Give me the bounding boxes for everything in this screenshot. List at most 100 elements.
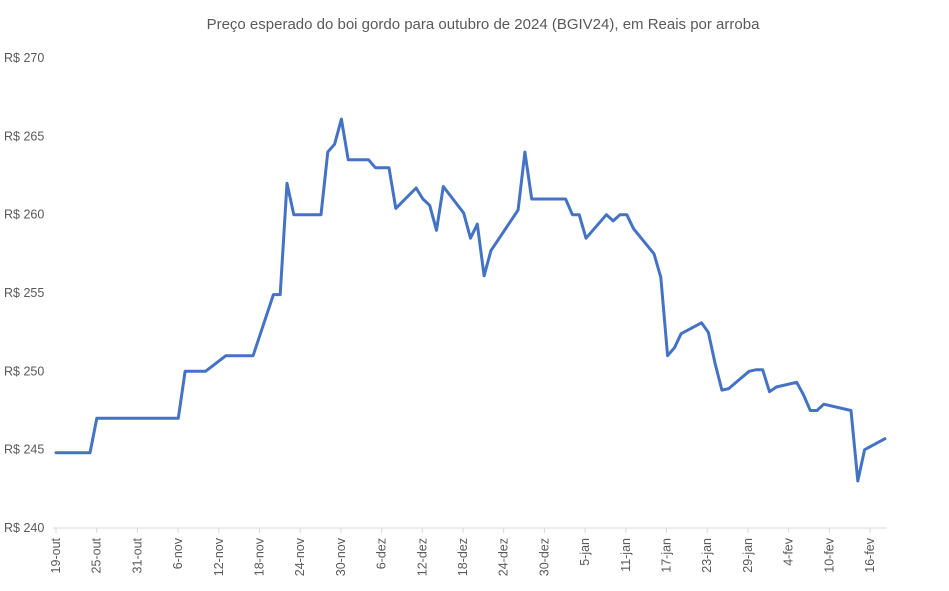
data-point [822, 403, 825, 406]
data-point [224, 354, 227, 357]
data-point [666, 354, 669, 357]
data-point [292, 213, 295, 216]
data-point [279, 293, 282, 296]
x-tick-label: 5-jan [578, 538, 592, 566]
data-point [578, 213, 581, 216]
data-point [333, 143, 336, 146]
x-tick-label: 24-dez [497, 538, 511, 576]
data-point [571, 213, 574, 216]
data-point [856, 480, 859, 483]
data-point [802, 393, 805, 396]
data-point [415, 187, 418, 190]
data-point [625, 213, 628, 216]
data-point [95, 417, 98, 420]
y-tick-label: R$ 240 [4, 521, 44, 535]
data-point [517, 209, 520, 212]
x-tick-label: 17-jan [660, 538, 674, 573]
x-tick-label: 25-out [90, 537, 104, 573]
data-point [653, 252, 656, 255]
data-point [320, 213, 323, 216]
x-tick-label: 12-nov [212, 537, 226, 576]
data-point [775, 386, 778, 389]
data-point [619, 213, 622, 216]
data-point [761, 368, 764, 371]
x-tick-label: 6-dez [375, 538, 389, 569]
data-point [326, 151, 329, 154]
x-tick-label: 29-jan [741, 538, 755, 573]
data-point [523, 151, 526, 154]
data-point [435, 229, 438, 232]
data-point [605, 213, 608, 216]
y-tick-label: R$ 255 [4, 286, 44, 300]
data-point [89, 451, 92, 454]
x-tick-label: 23-jan [700, 538, 714, 573]
data-point [720, 389, 723, 392]
series-group [54, 117, 887, 483]
series-line [54, 117, 887, 483]
data-point [863, 448, 866, 451]
x-tick-label: 30-dez [537, 538, 551, 576]
data-point [204, 370, 207, 373]
data-point [483, 274, 486, 277]
data-point [768, 390, 771, 393]
x-tick-label: 16-fev [863, 537, 877, 572]
data-point [272, 293, 275, 296]
x-tick-label: 24-nov [293, 537, 307, 576]
data-point [476, 223, 479, 226]
x-tick-label: 18-nov [253, 537, 267, 576]
data-point [659, 276, 662, 279]
data-point [388, 166, 391, 169]
data-point [707, 331, 710, 334]
data-point [394, 207, 397, 210]
data-point [612, 219, 615, 222]
data-point [754, 368, 757, 371]
chart-title: Preço esperado do boi gordo para outubro… [207, 16, 760, 33]
data-point [850, 409, 853, 412]
data-point [184, 370, 187, 373]
data-point [700, 321, 703, 324]
data-point [421, 198, 424, 201]
x-tick-label: 6-nov [171, 537, 185, 569]
data-point [585, 237, 588, 240]
data-point [884, 437, 887, 440]
y-tick-label: R$ 260 [4, 208, 44, 222]
x-tick-label: 10-fev [822, 537, 836, 572]
data-point [714, 362, 717, 365]
y-axis-ticks: R$ 240 R$ 245 R$ 250 R$ 255 R$ 260 R$ 265 R$ 2… [4, 51, 44, 535]
data-point [442, 185, 445, 188]
y-tick-label: R$ 265 [4, 129, 44, 143]
data-point [564, 198, 567, 201]
data-point [632, 227, 635, 230]
data-point [816, 409, 819, 412]
data-point [462, 212, 465, 215]
data-point [340, 118, 343, 121]
data-point [428, 204, 431, 207]
data-point [367, 158, 370, 161]
data-point [347, 158, 350, 161]
data-point [177, 417, 180, 420]
x-tick-label: 11-jan [619, 538, 633, 572]
data-point [469, 237, 472, 240]
y-tick-label: R$ 270 [4, 51, 44, 65]
x-axis-ticks: 19-out 25-out 31-out 6-nov 12-nov 18-nov 24-no… [49, 528, 877, 576]
data-point [727, 387, 730, 390]
x-tick-label: 19-out [49, 537, 63, 573]
x-tick-label: 18-dez [456, 538, 470, 576]
data-point [286, 182, 289, 185]
data-point [795, 381, 798, 384]
data-point [374, 166, 377, 169]
data-point [809, 409, 812, 412]
data-point [680, 332, 683, 335]
data-point [530, 198, 533, 201]
y-tick-label: R$ 250 [4, 364, 44, 378]
x-tick-label: 4-fev [782, 537, 796, 566]
data-point [673, 346, 676, 349]
data-point [252, 354, 255, 357]
data-point [55, 451, 58, 454]
x-tick-label: 30-nov [334, 537, 348, 576]
y-tick-label: R$ 245 [4, 443, 44, 457]
x-tick-label: 31-out [130, 537, 144, 573]
x-tick-label: 12-dez [415, 538, 429, 576]
data-point [748, 370, 751, 373]
